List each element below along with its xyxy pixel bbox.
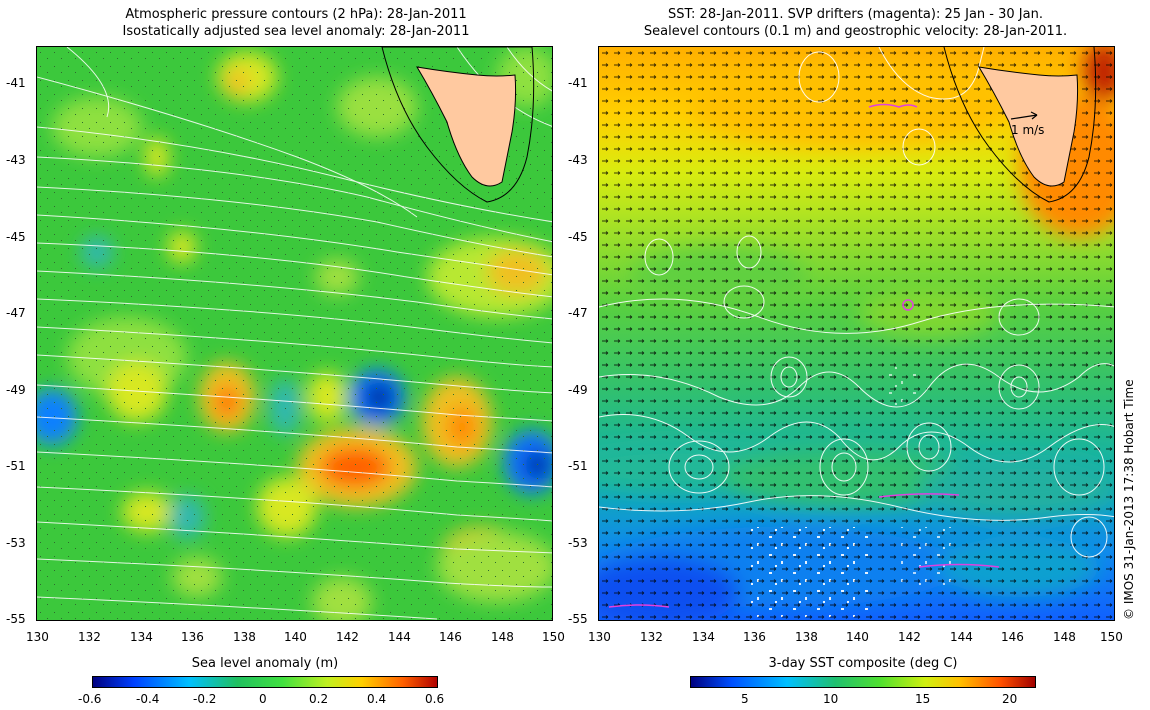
left-y-tick: -41 [6,76,26,90]
right-x-tick: 138 [795,630,818,644]
left-x-tick: 146 [439,630,462,644]
right-x-tick: 144 [950,630,973,644]
left-x-tick: 138 [233,630,256,644]
right-x-tick: 136 [743,630,766,644]
sea-level-anomaly-map [36,46,553,621]
right-y-tick: -55 [568,612,588,626]
left-colorbar-tick: -0.2 [193,692,217,706]
right-x-tick: 130 [588,630,611,644]
left-colorbar-tick: 0.6 [425,692,445,706]
left-y-tick: -51 [6,459,26,473]
right-y-tick: -45 [568,230,588,244]
left-y-tick: -47 [6,306,26,320]
sst-map: 1 m/s [598,46,1115,621]
left-colorbar-tick: 0.2 [309,692,329,706]
sea-level-anomaly-plot [37,47,552,620]
sst-plot [599,47,1114,620]
drifter-tracks [608,103,1000,608]
left-x-tick: 144 [388,630,411,644]
right-x-tick: 132 [640,630,663,644]
right-y-tick: -41 [568,76,588,90]
right-x-tick: 150 [1100,630,1123,644]
right-colorbar-label: 3-day SST composite (deg C) [768,656,958,671]
left-title-line2: Isostatically adjusted sea level anomaly… [122,24,470,39]
left-colorbar-tick: 0.4 [367,692,387,706]
left-colorbar-label: Sea level anomaly (m) [191,656,339,671]
left-y-tick: -45 [6,230,26,244]
left-x-tick: 140 [284,630,307,644]
right-x-tick: 134 [692,630,715,644]
right-colorbar-tick: 10 [823,692,839,706]
left-x-tick: 132 [78,630,101,644]
left-y-tick: -55 [6,612,26,626]
right-colorbar-tick: 20 [1002,692,1018,706]
right-y-tick: -43 [568,153,588,167]
right-x-tick: 146 [1001,630,1024,644]
right-x-tick: 140 [846,630,869,644]
left-x-tick: 130 [26,630,49,644]
tasmania-landmass [381,47,535,203]
left-y-tick: -49 [6,383,26,397]
credit-text: © IMOS 31-Jan-2013 17:38 Hobart Time [1122,379,1136,620]
tasmania-landmass [943,47,1097,203]
left-x-tick: 136 [181,630,204,644]
left-x-tick: 142 [336,630,359,644]
left-x-tick: 150 [542,630,565,644]
right-x-tick: 142 [898,630,921,644]
sea-level-anomaly-colorbar [92,676,438,688]
left-title-line1: Atmospheric pressure contours (2 hPa): 2… [125,7,467,22]
right-y-tick: -51 [568,459,588,473]
left-y-tick: -43 [6,153,26,167]
velocity-scale-label: 1 m/s [1011,123,1045,137]
right-y-tick: -49 [568,383,588,397]
right-title-line1: SST: 28-Jan-2011. SVP drifters (magenta)… [668,7,1043,22]
left-x-tick: 148 [491,630,514,644]
right-title-line2: Sealevel contours (0.1 m) and geostrophi… [643,24,1068,39]
pressure-contours [37,47,552,620]
left-colorbar-tick: -0.4 [136,692,160,706]
right-y-tick: -53 [568,536,588,550]
right-y-tick: -47 [568,306,588,320]
sea-level-contours [599,47,1114,558]
left-colorbar-tick: 0 [259,692,267,706]
right-colorbar-tick: 15 [915,692,931,706]
left-colorbar-tick: -0.6 [78,692,102,706]
right-colorbar-tick: 5 [741,692,749,706]
right-x-tick: 148 [1053,630,1076,644]
left-x-tick: 134 [130,630,153,644]
left-y-tick: -53 [6,536,26,550]
sst-colorbar [690,676,1036,688]
